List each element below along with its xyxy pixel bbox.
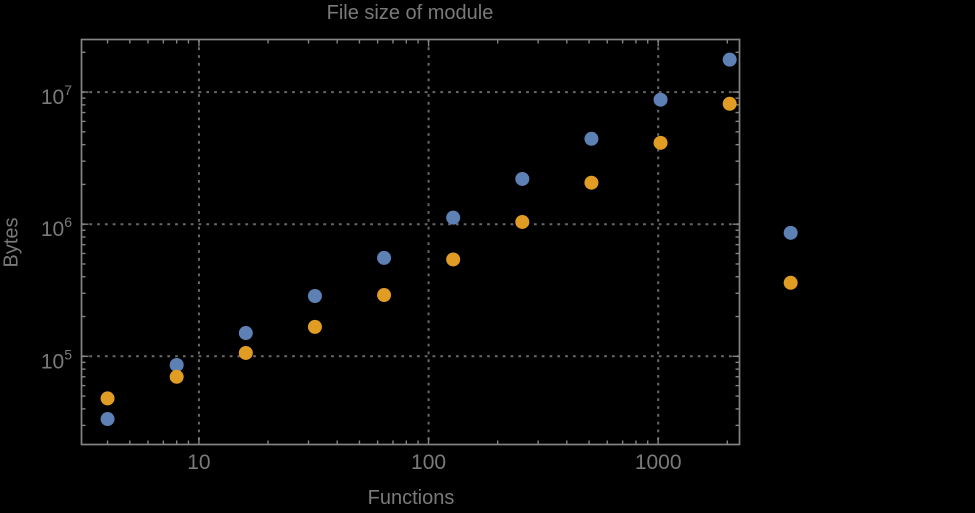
- data-point-series-2: [722, 96, 737, 111]
- data-point-series-2: [584, 175, 599, 190]
- data-point-series-1: [722, 52, 737, 67]
- data-point-series-1: [653, 92, 668, 107]
- chart-title: File size of module: [326, 2, 494, 24]
- data-point-series-1: [377, 250, 392, 265]
- legend-marker-series-1: [783, 225, 798, 240]
- data-point-series-1: [446, 210, 461, 225]
- y-tick-label: 107: [41, 82, 72, 109]
- x-axis-label: Functions: [367, 487, 455, 509]
- plot-frame: [80, 38, 741, 446]
- data-point-series-2: [653, 135, 668, 150]
- data-point-series-2: [307, 319, 322, 334]
- data-point-series-2: [446, 252, 461, 267]
- data-point-series-2: [377, 288, 392, 303]
- y-tick-label: 105: [41, 346, 72, 373]
- data-point-series-1: [307, 289, 322, 304]
- data-point-series-1: [100, 412, 115, 427]
- data-point-series-2: [100, 391, 115, 406]
- x-tick-label: 10: [187, 451, 210, 474]
- data-point-series-1: [584, 131, 599, 146]
- y-tick-label: 106: [41, 214, 72, 241]
- data-point-series-2: [515, 214, 530, 229]
- data-point-series-1: [169, 357, 184, 372]
- x-tick-label: 1000: [635, 451, 682, 474]
- x-tick-label: 100: [411, 451, 446, 474]
- data-point-series-1: [515, 171, 530, 186]
- data-point-series-1: [238, 326, 253, 341]
- data-point-series-2: [238, 345, 253, 360]
- legend-marker-series-2: [783, 275, 798, 290]
- data-point-series-2: [169, 369, 184, 384]
